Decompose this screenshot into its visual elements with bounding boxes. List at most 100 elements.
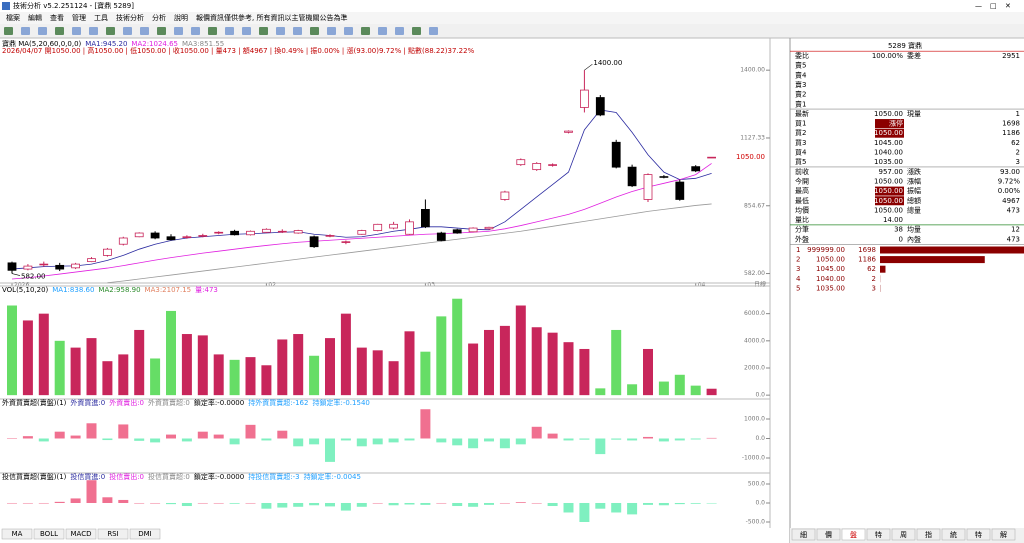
- panel-tab[interactable]: [841, 528, 866, 541]
- toolbar-button[interactable]: [191, 27, 200, 35]
- toolbar-button[interactable]: [123, 27, 132, 35]
- quote-header: 5289 寶鼎: [888, 41, 922, 50]
- toolbar-button[interactable]: [361, 27, 370, 35]
- bar: [54, 501, 65, 503]
- bar: [595, 502, 606, 509]
- toolbar-button[interactable]: [21, 27, 30, 35]
- menu-item[interactable]: 查看: [50, 13, 64, 22]
- toolbar-button[interactable]: [327, 27, 336, 35]
- toolbar-button[interactable]: [310, 27, 319, 35]
- toolbar-button[interactable]: [89, 27, 98, 35]
- tab[interactable]: [1, 528, 33, 540]
- panel-tab-label[interactable]: 盤: [850, 530, 857, 539]
- toolbar-button[interactable]: [378, 27, 387, 35]
- bar: [388, 502, 399, 506]
- quote-value: 93.00: [1000, 168, 1020, 176]
- bar: [118, 354, 129, 396]
- toolbar-button[interactable]: [55, 27, 64, 35]
- bar: [134, 502, 145, 504]
- candle-body: [214, 231, 224, 234]
- panel-tab[interactable]: [941, 528, 966, 541]
- tab-label[interactable]: DMI: [138, 530, 152, 538]
- toolbar-button[interactable]: [106, 27, 115, 35]
- panel-tab-label[interactable]: 價: [825, 530, 832, 539]
- bar: [118, 499, 129, 503]
- toolbar-button[interactable]: [225, 27, 234, 35]
- candle-body: [484, 226, 494, 230]
- toolbar-button[interactable]: [395, 27, 404, 35]
- quote-label: 賣4: [795, 70, 807, 79]
- y-tick-label: 0.0: [755, 435, 765, 442]
- toolbar-button[interactable]: [4, 27, 13, 35]
- toolbar-button[interactable]: [259, 27, 268, 35]
- panel-tab-label[interactable]: 特: [875, 530, 882, 539]
- bar: [547, 332, 558, 396]
- panel-tab[interactable]: [891, 528, 916, 541]
- panel-tab[interactable]: [816, 528, 841, 541]
- bar: [531, 426, 542, 439]
- tab[interactable]: [129, 528, 161, 540]
- candle-body: [150, 232, 160, 239]
- depth-rank: 3: [796, 265, 800, 273]
- bar: [197, 431, 208, 439]
- bar: [229, 438, 240, 445]
- panel-tab-label[interactable]: 統: [950, 530, 957, 539]
- header-item: MA2:1024.65: [131, 40, 178, 48]
- toolbar-button[interactable]: [157, 27, 166, 35]
- menu-item[interactable]: 說明: [174, 13, 188, 22]
- menu-item[interactable]: 分析: [152, 13, 166, 22]
- bar: [420, 502, 431, 505]
- toolbar-button[interactable]: [344, 27, 353, 35]
- bar: [181, 502, 192, 507]
- panel-tab-label[interactable]: 細: [800, 530, 807, 539]
- toolbar-button[interactable]: [140, 27, 149, 35]
- menu-item[interactable]: 工具: [94, 14, 108, 22]
- tab[interactable]: [33, 528, 65, 540]
- toolbar-button[interactable]: [72, 27, 81, 35]
- tab-label[interactable]: RSI: [107, 530, 118, 538]
- toolbar-button[interactable]: [293, 27, 302, 35]
- candle-body: [230, 230, 240, 236]
- toolbar-button[interactable]: [242, 27, 251, 35]
- x-tick-label: 04: [698, 282, 706, 289]
- bar: [293, 334, 304, 396]
- tab-label[interactable]: MACD: [71, 530, 92, 538]
- bar: [515, 502, 526, 503]
- toolbar-button[interactable]: [276, 27, 285, 35]
- panel-tab-label[interactable]: 特: [975, 530, 982, 539]
- menu-bar: [0, 12, 1024, 24]
- header-item: 投信買賣超:0: [148, 472, 190, 481]
- toolbar-button[interactable]: [174, 27, 183, 35]
- panel-tab-label[interactable]: 周: [900, 531, 907, 539]
- menu-item[interactable]: 編輯: [28, 13, 42, 22]
- bar: [547, 502, 558, 507]
- panel-tab-label[interactable]: 指: [925, 530, 932, 539]
- panel-tab-label[interactable]: 解: [1000, 530, 1007, 539]
- bar: [643, 436, 653, 439]
- close[interactable]: ✕: [1005, 2, 1011, 10]
- tab[interactable]: [97, 528, 129, 540]
- tab-label[interactable]: BOLL: [40, 530, 58, 538]
- menu-item[interactable]: 檔案: [6, 13, 20, 22]
- panel-tab[interactable]: [866, 528, 891, 541]
- bar: [325, 502, 335, 507]
- maximize[interactable]: □: [990, 2, 997, 10]
- bar: [690, 385, 701, 396]
- tab[interactable]: [65, 528, 97, 540]
- candle-body: [516, 159, 526, 166]
- panel-tab[interactable]: [791, 528, 816, 541]
- panel-tab[interactable]: [991, 528, 1016, 541]
- minimize[interactable]: —: [975, 2, 982, 10]
- menu-item[interactable]: 管理: [72, 13, 86, 22]
- last-price-label: 1050.00: [736, 153, 765, 161]
- menu-item[interactable]: 技術分析: [116, 13, 144, 22]
- bar: [579, 438, 590, 440]
- toolbar-button[interactable]: [429, 27, 438, 35]
- toolbar-button[interactable]: [208, 27, 217, 35]
- header-item: 投信賣出:0: [109, 472, 144, 481]
- toolbar-button[interactable]: [38, 27, 47, 35]
- panel-tab[interactable]: [916, 528, 941, 541]
- panel-tab[interactable]: [966, 528, 991, 541]
- toolbar-button[interactable]: [412, 27, 421, 35]
- tab-label[interactable]: MA: [12, 530, 23, 538]
